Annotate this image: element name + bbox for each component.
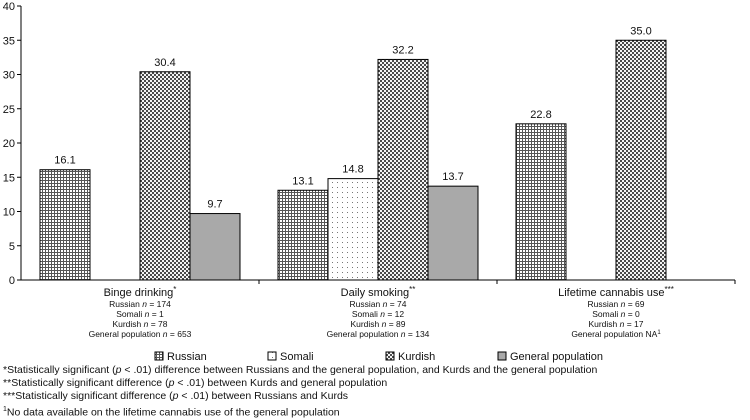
footnote-4: 1No data available on the lifetime canna… — [3, 406, 340, 419]
sample-size-label: Somali n = 0 — [592, 309, 640, 319]
sample-size-label: Kurdish n = 17 — [588, 319, 643, 329]
bars — [39, 39, 667, 281]
y-tick-label: 20 — [3, 138, 15, 150]
bar-value-label: 13.7 — [442, 171, 463, 183]
bar-value-label: 9.7 — [207, 199, 222, 211]
legend-swatch — [267, 351, 277, 361]
sample-size-label: General population n = 653 — [89, 329, 192, 339]
sample-size-label: General population n = 134 — [327, 329, 430, 339]
bar — [377, 58, 429, 281]
sample-size-label: Somali n = 1 — [116, 309, 164, 319]
bar-value-label: 14.8 — [342, 164, 363, 176]
y-tick-label: 30 — [3, 70, 15, 82]
bar — [277, 189, 329, 281]
bar-value-label: 35.0 — [630, 25, 651, 37]
legend-label: Somali — [280, 351, 314, 363]
footnote-2: **Statistically significant difference (… — [3, 377, 388, 389]
bar — [615, 39, 667, 281]
y-tick-label: 10 — [3, 207, 15, 219]
sample-size-label: Russian n = 69 — [588, 299, 645, 309]
sample-size-label: Russian n = 174 — [109, 299, 171, 309]
y-tick-label: 15 — [3, 172, 15, 184]
sample-size-label: Russian n = 74 — [350, 299, 407, 309]
footnote-3: ***Statistically significant difference … — [3, 390, 349, 402]
legend-label: General population — [510, 351, 603, 363]
footnote-1: *Statistically significant (p < .01) dif… — [3, 364, 598, 376]
sample-size-label: Kurdish n = 89 — [350, 319, 405, 329]
bar-value-label: 30.4 — [154, 57, 175, 69]
y-tick-label: 25 — [3, 104, 15, 116]
bar — [427, 185, 479, 281]
y-tick-label: 40 — [3, 1, 15, 13]
sample-size-label: Somali n = 12 — [352, 309, 404, 319]
bar-value-label: 13.1 — [292, 175, 313, 187]
legend-swatch — [385, 351, 395, 361]
sample-size-label: General population NA1 — [571, 329, 661, 339]
legend-swatch — [497, 351, 507, 361]
bar — [39, 169, 91, 281]
sample-size-label: Kurdish n = 78 — [112, 319, 167, 329]
y-tick-label: 5 — [9, 241, 15, 253]
bar-value-label: 32.2 — [392, 44, 413, 56]
footnotes: *Statistically significant (p < .01) dif… — [3, 364, 748, 420]
bar-value-label: 16.1 — [54, 155, 75, 167]
legend: Russian Somali Kurdish General population — [154, 351, 603, 363]
legend-label: Kurdish — [398, 351, 435, 363]
category-label: Daily smoking** — [341, 285, 416, 300]
bar — [139, 71, 191, 281]
category-label: Binge drinking* — [104, 285, 177, 300]
category-label: Lifetime cannabis use*** — [558, 285, 674, 300]
bar — [515, 123, 567, 281]
y-tick-label: 0 — [9, 275, 15, 287]
legend-swatch — [154, 351, 164, 361]
legend-label: Russian — [167, 351, 207, 363]
data-labels: 16.1 30.4 9.7 13.1 14.8 32.2 13.7 22.8 35.0 — [54, 25, 651, 210]
bar-chart: 0 5 10 15 20 25 30 35 40 16.1 30.4 9.7 13.1 14.8 32.2… — [3, 1, 736, 363]
y-tick-label: 35 — [3, 35, 15, 47]
bar-value-label: 22.8 — [530, 109, 551, 121]
bar — [327, 178, 379, 281]
bar — [189, 213, 241, 281]
